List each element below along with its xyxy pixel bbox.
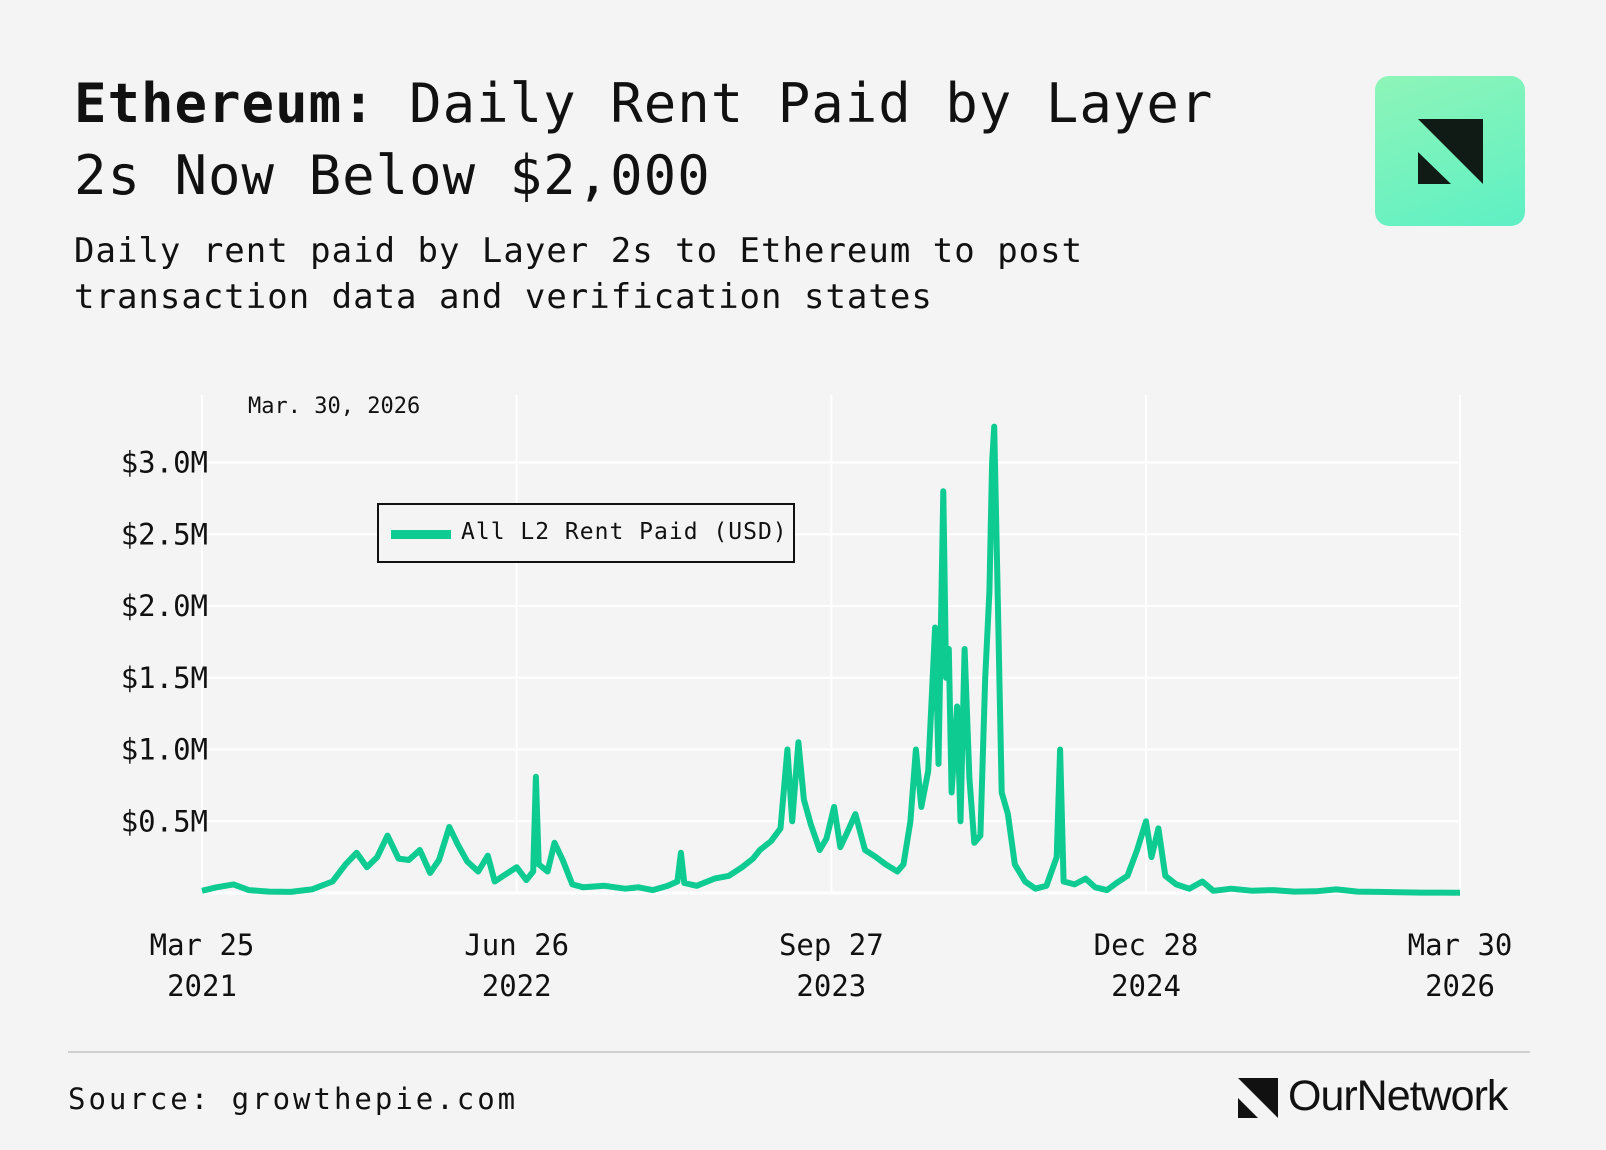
footer-divider [68, 1051, 1530, 1053]
y-tick-label: $3.0M [121, 446, 208, 480]
brand-name: OurNetwork [1288, 1072, 1508, 1120]
title-rest: Daily Rent Paid by Layer 2s Now Below $2… [74, 72, 1214, 207]
ournetwork-wordmark-icon [1238, 1078, 1278, 1118]
x-tick-label: Mar 30 [1408, 928, 1513, 962]
x-tick-label: Mar 25 [150, 928, 255, 962]
y-tick-label: $0.5M [121, 804, 208, 838]
x-tick-label: Dec 28 [1094, 928, 1199, 962]
x-tick-label: Sep 27 [779, 928, 884, 962]
chart: $0.5M $1.0M $1.5M $2.0M $2.5M $3.0M Mar 25 202… [121, 394, 1513, 1003]
y-tick-label: $2.0M [121, 589, 208, 623]
legend-swatch [391, 530, 451, 539]
x-tick-year: 2021 [167, 969, 237, 1003]
x-tick-label: Jun 26 [464, 928, 569, 962]
x-tick-year: 2022 [482, 969, 552, 1003]
x-axis-ticks: Mar 25 2021 Jun 26 2022 Sep 27 2023 Dec 28 2024… [150, 928, 1513, 1003]
chart-date-label: Mar. 30, 2026 [248, 394, 420, 419]
chart-legend: All L2 Rent Paid (USD) [377, 503, 795, 563]
page-title: Ethereum: Daily Rent Paid by Layer 2s No… [74, 68, 1304, 212]
source-text: Source: growthepie.com [68, 1082, 519, 1116]
y-tick-label: $2.5M [121, 517, 208, 551]
x-tick-year: 2024 [1111, 969, 1181, 1003]
ournetwork-logo-icon [1418, 119, 1483, 184]
title-bold: Ethereum: [74, 72, 376, 135]
y-tick-label: $1.5M [121, 661, 208, 695]
x-tick-year: 2023 [796, 969, 866, 1003]
y-tick-label: $1.0M [121, 733, 208, 767]
page-subtitle: Daily rent paid by Layer 2s to Ethereum … [74, 231, 1084, 317]
logo-tile [1375, 76, 1525, 226]
x-tick-year: 2026 [1425, 969, 1495, 1003]
series-line-all-l2-rent [201, 423, 1461, 896]
y-axis-ticks: $0.5M $1.0M $1.5M $2.0M $2.5M $3.0M [121, 446, 208, 839]
legend-label: All L2 Rent Paid (USD) [461, 519, 788, 545]
